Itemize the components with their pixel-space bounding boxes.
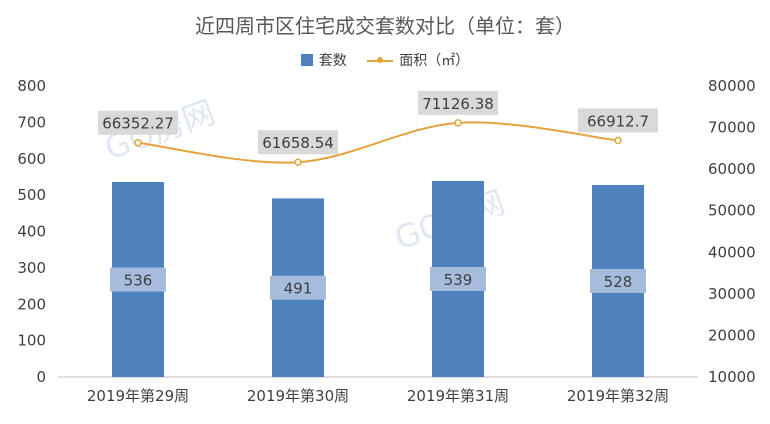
y-right-tick-label: 40000 bbox=[708, 243, 756, 261]
y-left-tick-label: 500 bbox=[17, 186, 46, 204]
legend-item-line: 面积（㎡） bbox=[367, 50, 469, 70]
y-left-tick-label: 100 bbox=[17, 332, 46, 350]
line-label-box bbox=[418, 90, 498, 115]
bar-data-label: 491 bbox=[284, 280, 313, 298]
legend-item-bar: 套数 bbox=[300, 50, 347, 70]
line-point bbox=[294, 158, 302, 166]
bar-data-label: 528 bbox=[604, 273, 633, 291]
line-data-label: 71126.38 bbox=[422, 95, 494, 113]
y-right-tick-label: 50000 bbox=[708, 202, 756, 220]
y-left-tick-label: 0 bbox=[36, 368, 46, 386]
legend-line-swatch bbox=[367, 54, 394, 66]
bar-label-box bbox=[270, 275, 326, 300]
x-category-label: 2019年第32周 bbox=[567, 387, 669, 405]
y-left-tick-label: 700 bbox=[17, 113, 46, 131]
y-right-tick-label: 30000 bbox=[708, 285, 756, 303]
bar-data-label: 539 bbox=[444, 271, 473, 289]
bar-label-box bbox=[590, 268, 646, 293]
bar-data-label: 536 bbox=[124, 272, 153, 290]
y-right-tick-label: 70000 bbox=[708, 119, 756, 137]
legend: 套数 面积（㎡） bbox=[0, 50, 770, 70]
line-data-label: 61658.54 bbox=[262, 134, 334, 152]
legend-label-bar: 套数 bbox=[318, 53, 347, 69]
y-right-tick-label: 80000 bbox=[708, 77, 756, 95]
legend-label-line: 面积（㎡） bbox=[399, 53, 470, 69]
bar-label-box bbox=[430, 266, 486, 291]
line-data-label: 66352.27 bbox=[102, 115, 174, 133]
chart-title: 近四周市区住宅成交套数对比（单位：套） bbox=[195, 14, 575, 38]
y-left-tick-label: 400 bbox=[17, 223, 46, 241]
line-label-box bbox=[258, 130, 338, 155]
y-right-tick-label: 10000 bbox=[708, 368, 756, 386]
y-left-tick-label: 200 bbox=[17, 295, 46, 313]
x-category-label: 2019年第31周 bbox=[407, 387, 509, 405]
line-label-box bbox=[98, 110, 178, 135]
area-series-line bbox=[137, 121, 619, 164]
line-point bbox=[134, 138, 142, 147]
line-data-label: 66912.7 bbox=[587, 112, 649, 130]
y-right-tick-label: 20000 bbox=[708, 326, 756, 344]
x-category-label: 2019年第29周 bbox=[87, 387, 189, 405]
legend-bar-swatch bbox=[300, 54, 313, 66]
bar-label-box bbox=[110, 267, 166, 292]
line-point bbox=[614, 136, 622, 145]
y-right-tick-label: 60000 bbox=[708, 160, 756, 178]
y-left-tick-label: 600 bbox=[17, 150, 46, 168]
line-label-box bbox=[578, 108, 658, 133]
y-left-tick-label: 300 bbox=[17, 259, 46, 277]
line-point bbox=[454, 119, 462, 127]
y-left-tick-label: 800 bbox=[17, 77, 46, 95]
x-category-label: 2019年第30周 bbox=[247, 387, 349, 405]
